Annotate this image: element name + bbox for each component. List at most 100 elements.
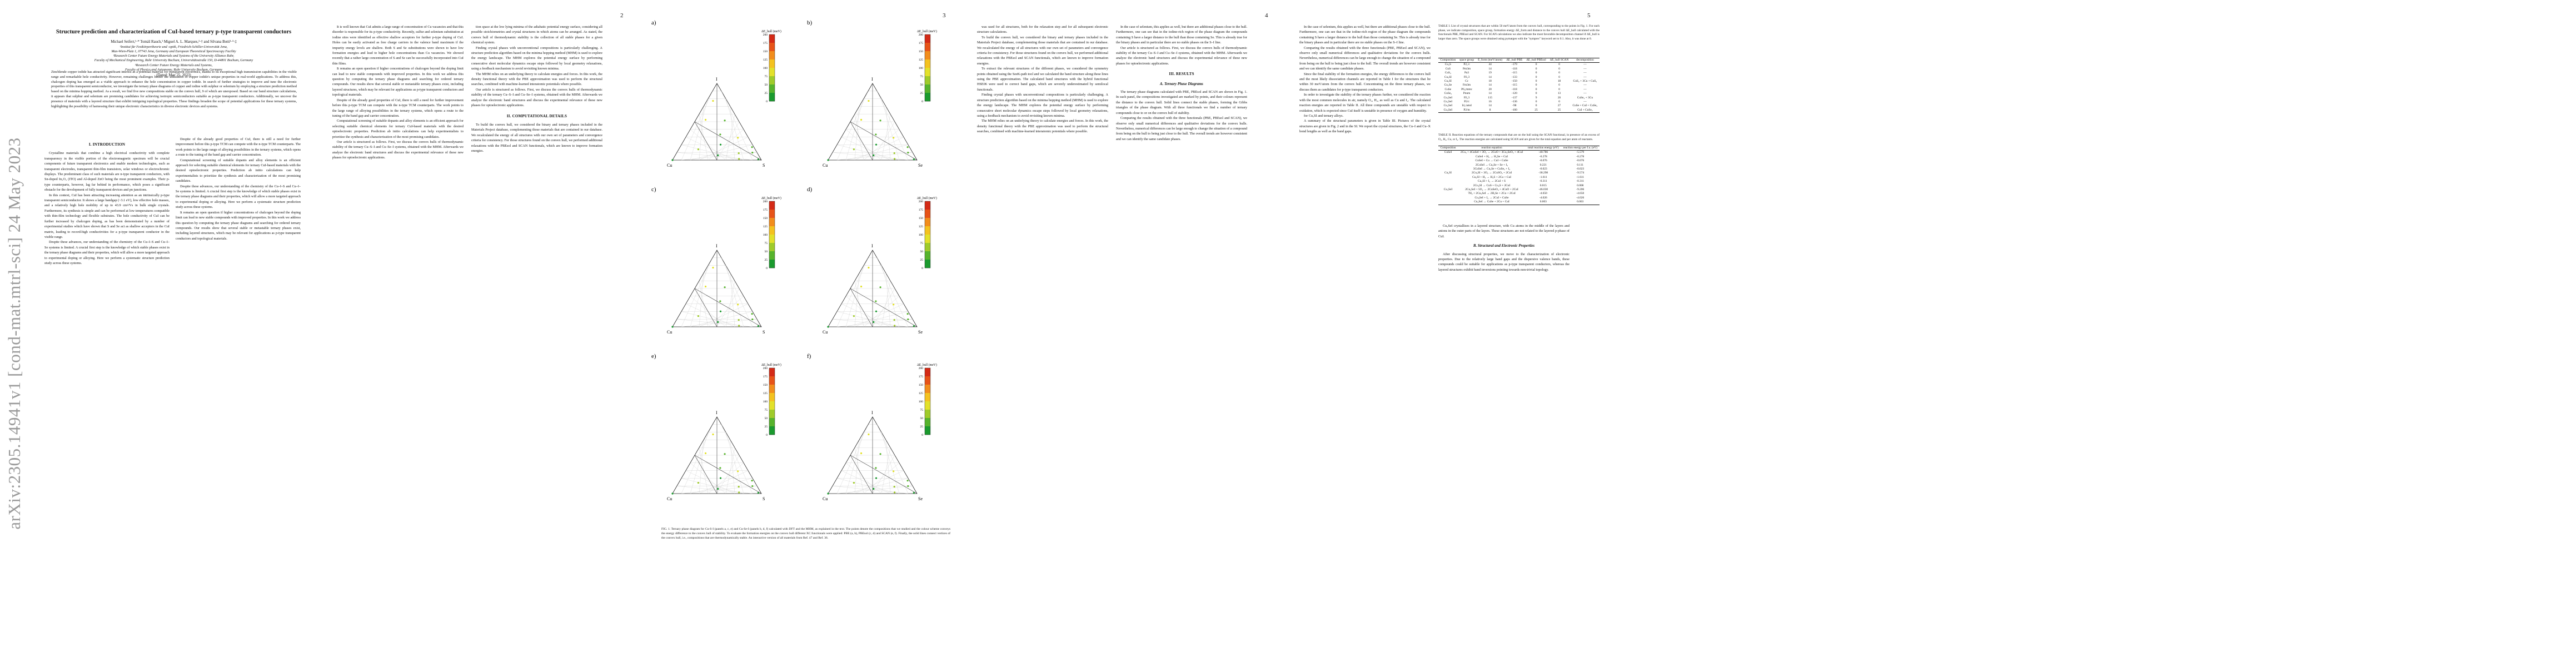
colorbar-tick: 50 (765, 417, 768, 420)
table-cell: Cc (1465, 79, 1469, 83)
composition-point (827, 492, 829, 495)
paragraph: The MHM relies on an underlying theory t… (471, 72, 602, 87)
composition-point (697, 482, 700, 484)
composition-point (751, 151, 754, 154)
table-cell: -0.076 (1539, 159, 1547, 163)
panel-label: e) (651, 353, 656, 360)
table-cell: 0 (1535, 104, 1537, 108)
paragraph: Despite these advances, our understandin… (176, 184, 301, 210)
table-row: CuS₂ Pa3 19 -115 0 0 — (1438, 71, 1600, 75)
composition-point (875, 477, 878, 479)
table-cell: 0.015 (1539, 183, 1547, 187)
table-row: Cu₂S P2₁/c 44 -179 0 0 — (1438, 63, 1600, 67)
table-cell: -9.574 (1576, 171, 1585, 175)
composition-point (751, 318, 754, 321)
colorbar-tick: 50 (920, 417, 924, 420)
table-row: 2Cu₂SI → CuS + Cu₂S + 2CuI 0.015 0.008 (1438, 184, 1600, 188)
composition-point (860, 118, 863, 121)
colorbar-tick: 150 (919, 50, 924, 53)
table-cell: -133 (1511, 75, 1517, 79)
colorbar-tick: 100 (763, 400, 768, 404)
table-row: Cu₂SeI P2/c 16 -136 0 0 — (1438, 100, 1600, 104)
table-cell: -136 (1511, 100, 1517, 104)
composition-point (751, 485, 754, 487)
colorbar-tick: 150 (763, 384, 768, 387)
table-cell: — (1583, 67, 1587, 71)
colorbar-tick: 125 (919, 58, 924, 62)
colorbar-label: ΔE_hull (meV) (761, 29, 781, 33)
table-cell: 0 (1558, 67, 1560, 71)
composition-point (913, 492, 915, 494)
colorbar-tick: 100 (763, 233, 768, 237)
composition-point (751, 480, 753, 482)
colorbar-tick: 200 (919, 200, 924, 203)
composition-point (875, 467, 877, 469)
corner-label-chalcogen: Se (918, 163, 923, 168)
table-cell: 9 (1535, 96, 1537, 99)
colorbar-tick: 50 (920, 83, 924, 87)
paragraph: In the case of selenium, this applies as… (1299, 25, 1431, 45)
colorbar-tick: 175 (919, 208, 924, 212)
paragraph: Our article is structured as follows. Fi… (471, 87, 602, 108)
hull-lines (828, 83, 918, 161)
table-cell: CuS₂ (1444, 71, 1451, 75)
colorbar-tick: 50 (765, 83, 768, 87)
paragraph: After discussing structural properties, … (1438, 252, 1569, 272)
composition-points (827, 433, 915, 495)
composition-point (875, 143, 878, 146)
corner-label-i: I (716, 77, 718, 82)
corner-label-cu: Cu (823, 330, 828, 335)
table-cell: -38.298 (1538, 171, 1548, 175)
composition-point (827, 326, 829, 328)
colorbar-tick: 200 (763, 367, 768, 370)
composition-point (853, 482, 855, 484)
composition-point (712, 266, 714, 269)
hull-lines (828, 416, 918, 494)
column-p4-left: was used for all structures, both for th… (977, 24, 1108, 653)
colorbar-tick: 175 (919, 42, 924, 45)
colorbar-tick: 25 (765, 92, 768, 95)
table-cell: Cu₂SI (1444, 171, 1452, 175)
composition-point (893, 485, 895, 488)
composition-point (873, 321, 875, 323)
paragraph: A summary of the structural parameters i… (1299, 119, 1431, 134)
table-cell: Cu₃SeI (1443, 188, 1453, 192)
section-heading-intro: I. INTRODUCTION (88, 142, 126, 147)
paragraph: The MHM relies on an underlying theory t… (977, 119, 1108, 134)
table-cell: 0 (1535, 67, 1537, 71)
table-cell: 14 (1488, 67, 1492, 71)
panel-label: b) (807, 19, 813, 26)
table-cell: 0 (1535, 92, 1537, 96)
page-number: 2 (620, 12, 624, 19)
page-4: 4 was used for all structures, both for … (967, 0, 1289, 667)
column-p1-right: Despite of the already good properties o… (176, 137, 301, 654)
table-cell: CuS (1445, 67, 1451, 71)
table-header-cell: ΔE_hull PBEsol (1524, 57, 1548, 63)
paragraph: Despite these advances, our understandin… (44, 240, 170, 265)
table-cell: CuS₂ + 3Cu + CuS₂ (1573, 79, 1597, 83)
table-cell (1438, 200, 1458, 205)
paragraph: was used for all structures, both for th… (977, 25, 1108, 34)
affiliation-1: ¹Institut für Festkörpertheorie und -opt… (119, 44, 228, 49)
colorbar-tick: 200 (919, 33, 924, 37)
table-1: Composition space group E_form (meV/atom) Δ… (1438, 57, 1600, 113)
column-p5-right-bottom: Cu₃SeI crystallizes in a layered structu… (1438, 223, 1569, 651)
table-row: Cu₃SeI P2₁3 115 -137 9 26 CuSe₂ + 3Cu (1438, 96, 1600, 100)
table-header-cell: total reaction energy (eV) (1526, 145, 1561, 151)
composition-point (697, 148, 700, 151)
table-cell: 25 (1548, 108, 1571, 113)
composition-point (894, 158, 896, 160)
composition-point (906, 480, 909, 482)
arxiv-stamp: arXiv:2305.14941v1 [cond-mat.mtrl-sci] 2… (4, 137, 24, 530)
composition-point (894, 491, 896, 494)
table-cell: 8 (1476, 108, 1504, 113)
composition-point (913, 325, 915, 327)
paragraph: Comparing the results obtained with the … (1299, 46, 1431, 71)
hull-lines (672, 250, 762, 327)
